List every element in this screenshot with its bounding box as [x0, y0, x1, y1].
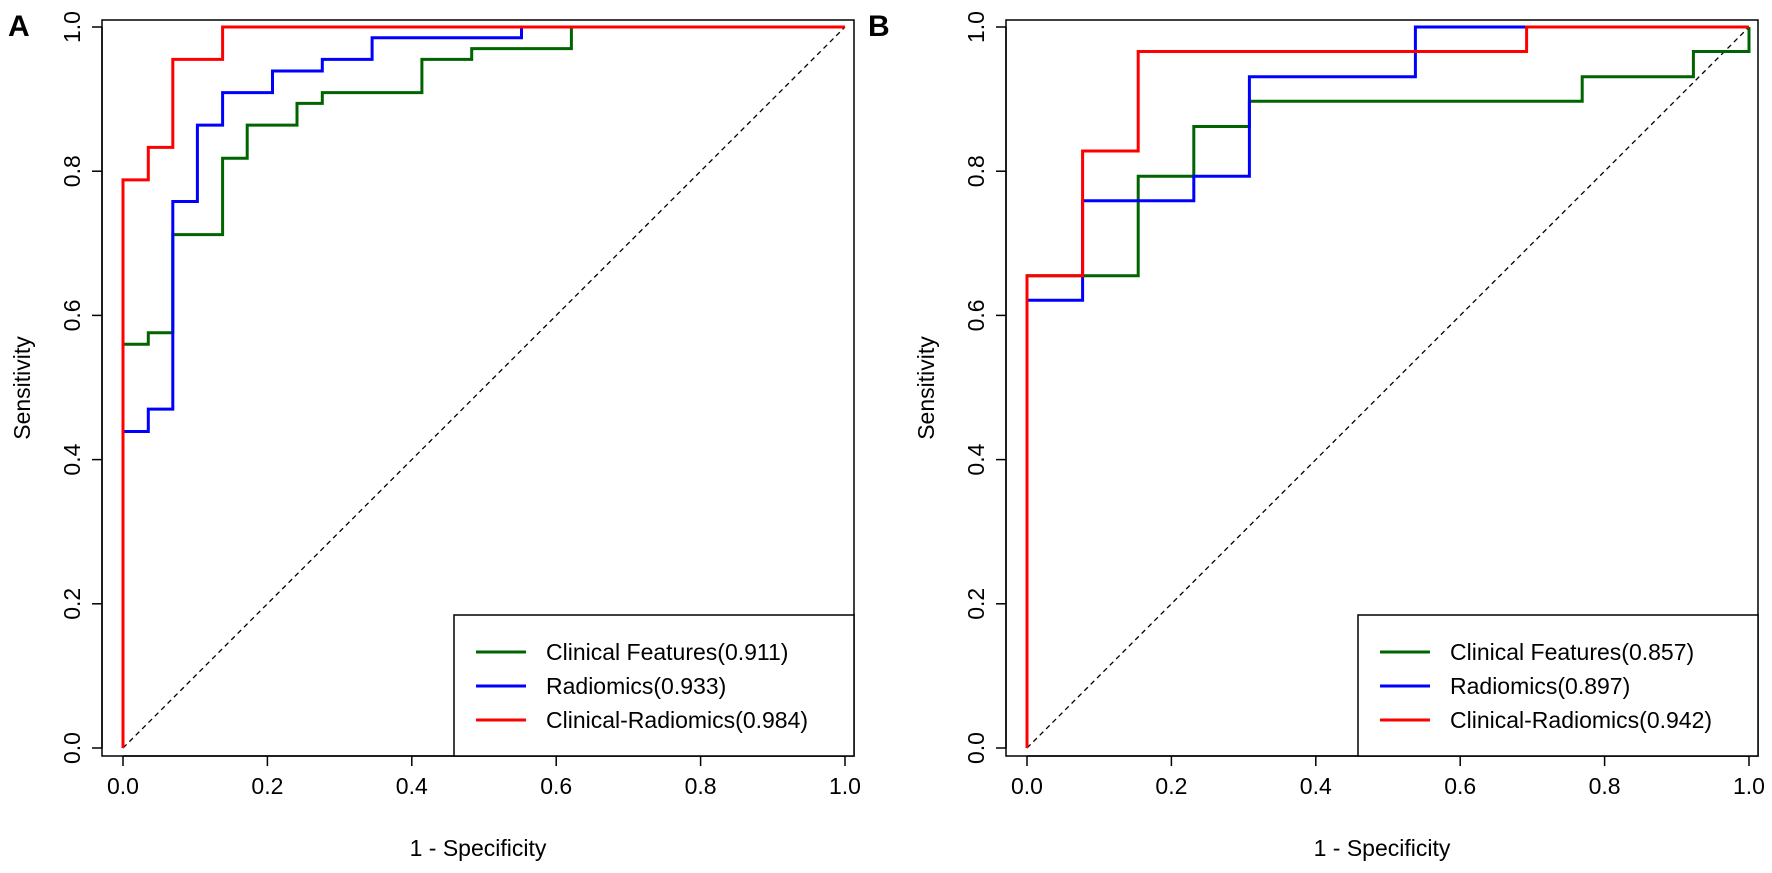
legend-series-name: Clinical-Radiomics: [1450, 707, 1639, 733]
legend-entry: Clinical Features(0.911): [546, 639, 788, 665]
legend-entry: Radiomics(0.897): [1450, 673, 1630, 699]
legend-auc-value: (0.933): [653, 673, 726, 699]
y-axis-title: Sensitivity: [9, 336, 35, 440]
roc-curve-clinical-radiomics: [121, 25, 845, 748]
legend-series-name: Clinical Features: [1450, 639, 1621, 665]
x-axis-title: 1 - Specificity: [1314, 835, 1451, 861]
panel-letter: B: [868, 10, 890, 43]
legend-entry: Clinical-Radiomics(0.942): [1450, 707, 1712, 733]
roc-curve-radiomics: [121, 25, 845, 748]
y-tick-label: 0.4: [59, 443, 85, 475]
legend: Clinical Features(0.911) Radiomics(0.933)…: [453, 614, 855, 757]
y-tick-label: 0.2: [963, 588, 989, 620]
legend-auc-value: (0.911): [717, 639, 788, 665]
y-tick-label: 0.2: [59, 588, 85, 620]
x-tick-label: 0.0: [1011, 773, 1043, 799]
roc-curve-clinical-features: [121, 25, 845, 748]
x-tick-label: 0.4: [396, 773, 428, 799]
legend-auc-value: (0.984): [735, 707, 808, 733]
x-tick-label: 1.0: [829, 773, 861, 799]
reference-diagonal: [122, 26, 846, 749]
x-tick-label: 0.6: [1444, 773, 1476, 799]
y-tick-label: 1.0: [963, 11, 989, 43]
legend: Clinical Features(0.857) Radiomics(0.897)…: [1357, 614, 1759, 757]
legend-entry: Clinical Features(0.857): [1450, 639, 1694, 665]
legend-entry: Radiomics(0.933): [546, 673, 726, 699]
y-tick-label: 0.8: [963, 155, 989, 187]
x-tick-label: 0.8: [685, 773, 717, 799]
x-tick-label: 0.2: [1155, 773, 1187, 799]
legend-auc-value: (0.857): [1621, 639, 1694, 665]
legend-auc-value: (0.897): [1557, 673, 1630, 699]
legend-auc-value: (0.942): [1639, 707, 1712, 733]
x-tick-label: 1.0: [1733, 773, 1765, 799]
y-tick-label: 1.0: [59, 11, 85, 43]
roc-panel-a: A 0.0 0.2 0.4 0.6 0.8 1.0 0.0 0.2 0.4 0.6 0.8 1.0 1 -…: [8, 10, 861, 861]
legend-series-name: Radiomics: [1450, 673, 1557, 699]
legend-entry: Clinical-Radiomics(0.984): [546, 707, 808, 733]
y-tick-label: 0.6: [963, 299, 989, 331]
x-tick-label: 0.8: [1589, 773, 1621, 799]
y-tick-label: 0.0: [59, 732, 85, 764]
panel-letter: A: [8, 10, 30, 43]
y-tick-label: 0.4: [963, 443, 989, 475]
legend-series-name: Clinical Features: [546, 639, 717, 665]
x-tick-label: 0.0: [107, 773, 139, 799]
legend-box: [453, 614, 855, 757]
roc-curve-radiomics: [1025, 25, 1749, 748]
legend-series-name: Radiomics: [546, 673, 653, 699]
x-tick-label: 0.4: [1300, 773, 1332, 799]
y-tick-label: 0.6: [59, 299, 85, 331]
y-tick-label: 0.8: [59, 155, 85, 187]
x-tick-label: 0.6: [540, 773, 572, 799]
y-tick-label: 0.0: [963, 732, 989, 764]
legend-series-name: Clinical-Radiomics: [546, 707, 735, 733]
roc-curve-clinical-radiomics: [1025, 25, 1749, 748]
y-axis-title: Sensitivity: [913, 336, 939, 440]
x-tick-label: 0.2: [251, 773, 283, 799]
x-axis-title: 1 - Specificity: [410, 835, 547, 861]
roc-panel-b: B 0.0 0.2 0.4 0.6 0.8 1.0 0.0 0.2 0.4 0.6 0.8 1.0 1 -…: [868, 10, 1765, 861]
reference-diagonal: [1026, 26, 1750, 749]
